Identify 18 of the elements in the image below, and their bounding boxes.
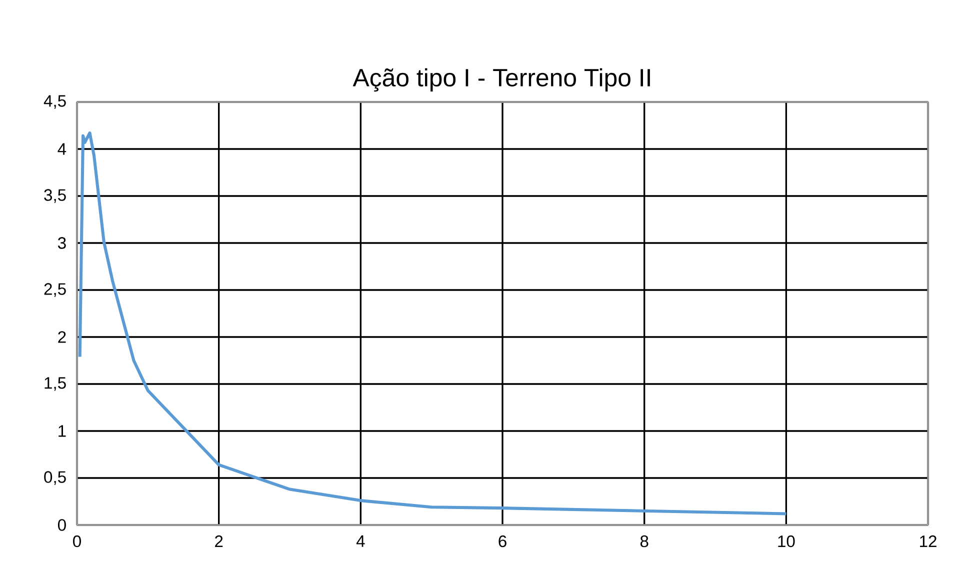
x-tick-label: 4 bbox=[356, 535, 365, 547]
x-tick-label: 8 bbox=[640, 535, 648, 548]
x-tick-label: 10 bbox=[778, 535, 795, 548]
x-tick-label: 12 bbox=[920, 535, 936, 548]
x-tick-label: 0 bbox=[73, 535, 81, 548]
y-tick-label: 2 bbox=[58, 331, 66, 343]
y-tick-label: 4,5 bbox=[44, 95, 66, 109]
y-tick-label: 3,5 bbox=[44, 189, 66, 203]
y-tick-label: 2,5 bbox=[44, 283, 66, 297]
x-tick-label: 2 bbox=[215, 535, 223, 548]
x-tick-label: 6 bbox=[498, 535, 506, 548]
y-tick-label: 0 bbox=[58, 519, 66, 531]
y-tick-label: 1,5 bbox=[44, 377, 66, 391]
y-tick-label: 4 bbox=[58, 143, 66, 155]
y-tick-label: 0,5 bbox=[44, 471, 66, 485]
y-tick-label: 1 bbox=[58, 425, 66, 437]
chart-title: Ação tipo I - Terreno Tipo II bbox=[352, 68, 650, 92]
y-tick-label: 3 bbox=[58, 237, 66, 249]
